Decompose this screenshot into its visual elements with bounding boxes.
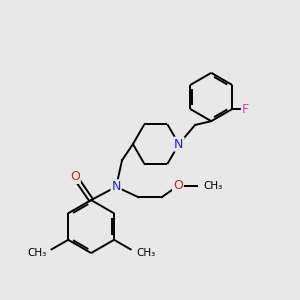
Text: CH₃: CH₃ — [27, 248, 46, 258]
Text: O: O — [70, 170, 80, 183]
Text: O: O — [173, 179, 183, 192]
Text: N: N — [174, 138, 184, 151]
Text: N: N — [112, 180, 121, 193]
Text: CH₃: CH₃ — [136, 248, 155, 258]
Text: CH₃: CH₃ — [204, 181, 223, 191]
Text: F: F — [242, 103, 249, 116]
